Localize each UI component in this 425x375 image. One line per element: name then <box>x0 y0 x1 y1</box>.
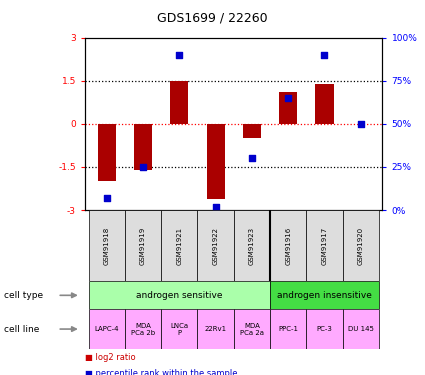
Bar <box>161 309 198 349</box>
Bar <box>306 309 343 349</box>
Point <box>357 121 364 127</box>
Bar <box>198 309 234 349</box>
Text: LNCa
P: LNCa P <box>170 322 188 336</box>
Point <box>212 204 219 210</box>
Bar <box>198 210 234 281</box>
Bar <box>343 309 379 349</box>
Bar <box>243 124 261 138</box>
Text: GSM91921: GSM91921 <box>176 226 182 265</box>
Bar <box>234 210 270 281</box>
Bar <box>161 210 198 281</box>
Text: GDS1699 / 22260: GDS1699 / 22260 <box>157 11 268 24</box>
Bar <box>89 210 125 281</box>
Text: androgen insensitive: androgen insensitive <box>277 291 372 300</box>
Bar <box>234 309 270 349</box>
Bar <box>270 281 379 309</box>
Bar <box>306 210 343 281</box>
Text: MDA
PCa 2b: MDA PCa 2b <box>131 322 155 336</box>
Text: ■ log2 ratio: ■ log2 ratio <box>85 352 136 362</box>
Text: LAPC-4: LAPC-4 <box>94 326 119 332</box>
Bar <box>270 210 306 281</box>
Text: 22Rv1: 22Rv1 <box>204 326 227 332</box>
Text: GSM91920: GSM91920 <box>358 226 364 265</box>
Text: cell type: cell type <box>4 291 43 300</box>
Text: androgen sensitive: androgen sensitive <box>136 291 223 300</box>
Bar <box>125 309 161 349</box>
Bar <box>170 81 188 124</box>
Point <box>285 95 292 101</box>
Bar <box>343 210 379 281</box>
Point <box>103 195 110 201</box>
Text: GSM91918: GSM91918 <box>104 226 110 265</box>
Bar <box>279 92 297 124</box>
Point <box>321 52 328 58</box>
Text: GSM91917: GSM91917 <box>321 226 327 265</box>
Bar <box>125 210 161 281</box>
Text: DU 145: DU 145 <box>348 326 374 332</box>
Text: GSM91919: GSM91919 <box>140 226 146 265</box>
Bar <box>98 124 116 181</box>
Text: GSM91916: GSM91916 <box>285 226 291 265</box>
Bar <box>134 124 152 170</box>
Point <box>249 155 255 161</box>
Text: GSM91923: GSM91923 <box>249 226 255 265</box>
Text: ■ percentile rank within the sample: ■ percentile rank within the sample <box>85 369 238 375</box>
Point <box>140 164 147 170</box>
Bar <box>207 124 225 198</box>
Text: PC-3: PC-3 <box>317 326 332 332</box>
Text: MDA
PCa 2a: MDA PCa 2a <box>240 322 264 336</box>
Text: PPC-1: PPC-1 <box>278 326 298 332</box>
Text: cell line: cell line <box>4 324 40 334</box>
Point <box>176 52 183 58</box>
Bar <box>89 309 125 349</box>
Bar <box>315 84 334 124</box>
Text: GSM91922: GSM91922 <box>212 226 218 265</box>
Bar <box>89 281 270 309</box>
Bar <box>270 309 306 349</box>
